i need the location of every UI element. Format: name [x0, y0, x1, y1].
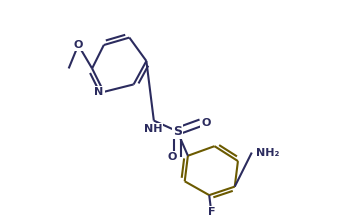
- Text: S: S: [173, 125, 182, 138]
- Text: N: N: [94, 87, 104, 97]
- Text: O: O: [201, 118, 211, 128]
- Text: F: F: [208, 207, 215, 217]
- Text: NH: NH: [144, 124, 162, 134]
- Text: O: O: [74, 40, 83, 50]
- Text: O: O: [167, 152, 176, 162]
- Text: NH₂: NH₂: [256, 148, 279, 157]
